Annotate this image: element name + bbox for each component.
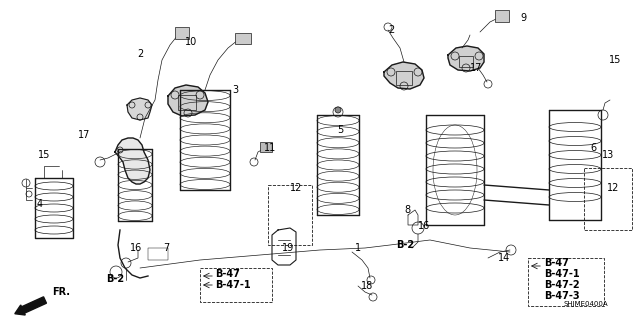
Text: 2: 2 <box>137 49 143 59</box>
Text: 9: 9 <box>520 13 526 23</box>
Bar <box>200 268 272 302</box>
Text: 6: 6 <box>590 143 596 153</box>
Polygon shape <box>448 46 484 71</box>
Text: B-47-2: B-47-2 <box>544 280 580 290</box>
Text: 17: 17 <box>78 130 90 140</box>
Text: 17: 17 <box>470 63 483 73</box>
Text: B-47-1: B-47-1 <box>544 269 580 279</box>
Circle shape <box>335 107 341 113</box>
Polygon shape <box>384 62 424 89</box>
Text: B-2: B-2 <box>106 274 124 284</box>
Text: 3: 3 <box>232 85 238 95</box>
Text: B-47: B-47 <box>544 258 569 268</box>
FancyArrow shape <box>15 297 47 315</box>
Polygon shape <box>127 98 152 120</box>
Text: B-47-1: B-47-1 <box>215 280 251 290</box>
Text: B-2: B-2 <box>396 240 414 250</box>
Text: 7: 7 <box>163 243 169 253</box>
Text: 12: 12 <box>607 183 620 193</box>
Text: 11: 11 <box>264 143 276 153</box>
Text: 15: 15 <box>38 150 51 160</box>
Bar <box>396 71 412 85</box>
Text: 15: 15 <box>609 55 621 65</box>
Text: 4: 4 <box>37 199 43 209</box>
Text: B-47: B-47 <box>215 269 240 279</box>
Bar <box>178 95 196 110</box>
Text: 13: 13 <box>602 150 614 160</box>
Text: 16: 16 <box>130 243 142 253</box>
Bar <box>235 33 251 44</box>
Bar <box>528 258 604 306</box>
Text: 8: 8 <box>404 205 410 215</box>
Text: FR.: FR. <box>52 287 70 297</box>
Bar <box>148 248 168 260</box>
Text: 1: 1 <box>355 243 361 253</box>
Text: 16: 16 <box>418 221 430 231</box>
Text: 19: 19 <box>282 243 294 253</box>
Text: 2: 2 <box>388 25 394 35</box>
Text: 5: 5 <box>337 125 343 135</box>
Bar <box>495 10 509 22</box>
Text: SHJME0400A: SHJME0400A <box>563 301 608 307</box>
Text: 18: 18 <box>361 281 373 291</box>
Bar <box>268 185 312 245</box>
Text: B-47-3: B-47-3 <box>544 291 580 301</box>
Polygon shape <box>168 85 208 116</box>
Text: 10: 10 <box>185 37 197 47</box>
Bar <box>260 142 272 152</box>
Text: 14: 14 <box>498 253 510 263</box>
Text: 12: 12 <box>290 183 302 193</box>
Bar <box>175 27 189 39</box>
Bar <box>459 56 473 67</box>
Polygon shape <box>115 138 150 184</box>
Bar <box>584 168 632 230</box>
